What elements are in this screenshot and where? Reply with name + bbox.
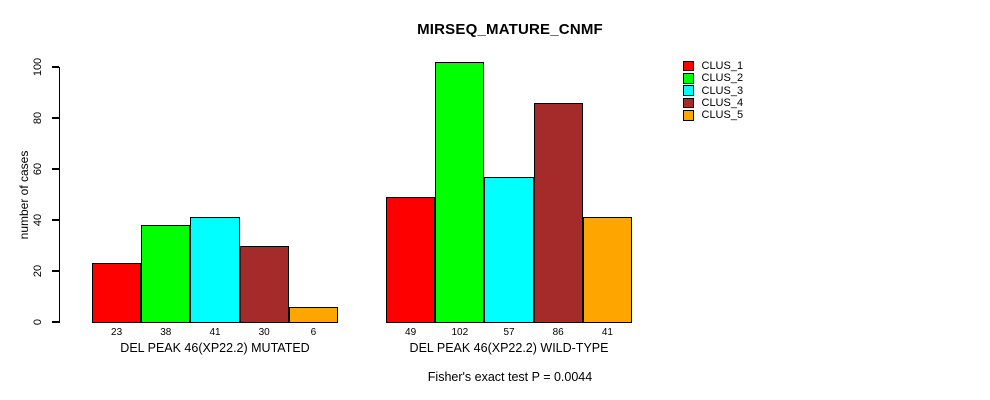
legend-label: CLUS_3 (701, 84, 744, 97)
y-axis-tick-label: 100 (32, 57, 44, 77)
bar-value-label: 49 (405, 327, 417, 338)
legend-label: CLUS_2 (701, 72, 744, 85)
bar-clus_2-group2 (435, 61, 485, 324)
y-axis-tick-label: 80 (32, 111, 44, 125)
bar-value-label: 102 (451, 327, 469, 338)
category-label: DEL PEAK 46(XP22.2) MUTATED (120, 341, 310, 355)
legend-label: CLUS_4 (701, 96, 744, 109)
fisher-test-annotation: Fisher's exact test P = 0.0044 (427, 370, 593, 384)
bar-value-label: 6 (310, 327, 317, 338)
bar-value-label: 41 (601, 327, 613, 338)
chart-title: MIRSEQ_MATURE_CNMF (417, 21, 603, 38)
bar-value-label: 86 (552, 327, 564, 338)
bar-clus_4-group1 (239, 245, 289, 324)
bar-clus_4-group2 (533, 102, 583, 324)
legend-item-clus_1: CLUS_1 (683, 60, 743, 72)
bar-clus_2-group1 (141, 225, 191, 324)
legend-item-clus_5: CLUS_5 (683, 109, 743, 121)
y-axis-tick-label: 40 (32, 213, 44, 227)
bar-clus_1-group2 (386, 197, 436, 324)
bar-value-label: 57 (503, 327, 515, 338)
bar-clus_3-group2 (484, 176, 534, 324)
legend-label: CLUS_1 (701, 60, 744, 72)
y-axis-tick (52, 321, 59, 323)
y-axis-tick-label: 60 (32, 162, 44, 176)
bar-clus_5-group2 (582, 217, 632, 324)
bar-value-label: 23 (111, 327, 123, 338)
legend-swatch-icon (683, 97, 694, 109)
legend-item-clus_4: CLUS_4 (683, 97, 743, 109)
y-axis-tick (52, 66, 59, 68)
bar-value-label: 30 (258, 327, 270, 338)
bar-clus_1-group1 (92, 263, 142, 324)
bar-value-label: 38 (160, 327, 172, 338)
legend-swatch-icon (683, 73, 694, 84)
legend-swatch-icon (683, 60, 694, 72)
y-axis-tick (52, 117, 59, 119)
bar-clus_5-group1 (288, 306, 338, 324)
legend-swatch-icon (683, 110, 694, 121)
bar-clus_3-group1 (190, 217, 240, 324)
y-axis-label: number of cases (17, 150, 31, 240)
y-axis-tick (52, 168, 59, 170)
legend-swatch-icon (683, 85, 694, 96)
legend-item-clus_2: CLUS_2 (683, 72, 743, 84)
category-label: DEL PEAK 46(XP22.2) WILD-TYPE (409, 341, 609, 355)
y-axis-tick (52, 219, 59, 221)
legend-item-clus_3: CLUS_3 (683, 85, 743, 97)
y-axis-line (59, 67, 61, 323)
legend-label: CLUS_5 (701, 109, 744, 122)
bar-value-label: 41 (209, 327, 221, 338)
y-axis-tick-label: 20 (32, 264, 44, 278)
y-axis-tick (52, 270, 59, 272)
y-axis-tick-label: 0 (32, 318, 44, 326)
legend: CLUS_1 CLUS_2 CLUS_3 CLUS_4 CLUS_5 (683, 60, 743, 121)
